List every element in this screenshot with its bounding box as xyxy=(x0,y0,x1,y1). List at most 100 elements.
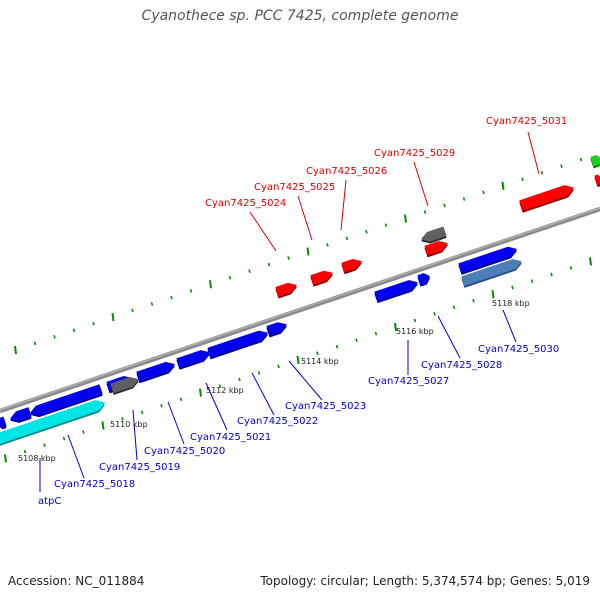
inner-tick-mark xyxy=(296,355,300,364)
gene-arrow-rna[interactable] xyxy=(0,399,105,446)
outer-tick-mark xyxy=(170,295,173,300)
inner-tick-mark xyxy=(238,377,241,382)
outer-tick-mark xyxy=(540,170,544,175)
inner-tick-mark xyxy=(472,298,475,303)
gene-arrow-reverse[interactable] xyxy=(266,322,287,338)
gene-label-5019[interactable]: Cyan7425_5019 xyxy=(99,462,180,473)
gene-arrow-forward[interactable] xyxy=(519,185,574,213)
gene-label-5022[interactable]: Cyan7425_5022 xyxy=(237,416,318,427)
outer-tick-mark xyxy=(53,334,56,339)
gene-arrow-reverse[interactable] xyxy=(176,350,210,370)
inner-tick-mark xyxy=(394,322,397,332)
gene-label-5031[interactable]: Cyan7425_5031 xyxy=(486,116,567,127)
accession-text: Accession: NC_011884 xyxy=(8,574,145,588)
outer-tick-mark xyxy=(345,236,349,241)
gene-arrow-forward[interactable] xyxy=(310,270,333,287)
gene-label-5024[interactable]: Cyan7425_5024 xyxy=(205,198,286,209)
gene-label-5021[interactable]: Cyan7425_5021 xyxy=(190,432,271,443)
gene-arrow-reverse[interactable] xyxy=(458,246,517,275)
outer-tick-mark xyxy=(521,177,524,182)
gene-label-5030[interactable]: Cyan7425_5030 xyxy=(478,344,559,355)
gene-arrow-forward-body xyxy=(275,282,297,297)
inner-tick-mark xyxy=(530,279,534,283)
gene-arrow-forward-body xyxy=(341,258,362,273)
leader-5020 xyxy=(167,401,185,445)
outer-tick-mark xyxy=(326,243,329,247)
leader-5021 xyxy=(205,382,228,431)
inner-tick-mark xyxy=(218,384,222,388)
gene-arrow-forward[interactable] xyxy=(594,174,600,188)
outer-tick-mark xyxy=(306,247,310,256)
gene-arrow-rna-body xyxy=(0,399,105,444)
gene-arrow-reverse[interactable] xyxy=(207,330,268,360)
gene-arrow-other-body xyxy=(421,226,447,242)
gene-arrow-reverse[interactable] xyxy=(417,273,430,287)
inner-tick-mark xyxy=(160,403,163,408)
gene-arrow-reverse-body xyxy=(176,350,210,368)
inner-tick-mark xyxy=(199,388,202,397)
gene-arrow-reverse[interactable] xyxy=(30,384,103,418)
gene-label-5023[interactable]: Cyan7425_5023 xyxy=(285,401,366,412)
gene-arrow-other[interactable] xyxy=(110,377,139,396)
gene-arrow-forward-body xyxy=(519,185,574,211)
inner-tick-mark xyxy=(277,364,280,369)
gene-label-atpC[interactable]: atpC xyxy=(38,496,61,507)
scale-label-5110: 5110 kbp xyxy=(110,420,148,429)
inner-tick-mark xyxy=(569,266,573,270)
gene-arrow-reverse[interactable] xyxy=(136,361,175,384)
gene-label-5020[interactable]: Cyan7425_5020 xyxy=(144,446,225,457)
gene-arrow-forward[interactable] xyxy=(275,282,297,299)
gene-features xyxy=(0,155,600,446)
outer-tick-mark xyxy=(384,223,388,228)
gene-arrow-reverse-body xyxy=(10,407,32,421)
inner-tick-mark xyxy=(452,305,456,310)
gene-arrow-reverse[interactable] xyxy=(374,280,418,304)
gene-arrow-forward[interactable] xyxy=(341,258,362,275)
outer-tick-mark xyxy=(501,181,505,190)
outer-tick-mark xyxy=(443,203,446,208)
inner-tick-mark xyxy=(4,454,7,463)
gene-label-5018[interactable]: Cyan7425_5018 xyxy=(54,479,135,490)
gene-label-5028[interactable]: Cyan7425_5028 xyxy=(421,360,502,371)
gene-arrow-other[interactable] xyxy=(461,259,522,288)
map-title: Cyanothece sp. PCC 7425, complete genome xyxy=(141,8,459,24)
gene-arrow-reverse-body xyxy=(266,322,287,336)
outer-tick-mark xyxy=(209,280,212,289)
gene-label-5025[interactable]: Cyan7425_5025 xyxy=(254,182,335,193)
gene-arrow-reverse[interactable] xyxy=(10,407,32,423)
inner-tick-mark xyxy=(335,344,339,349)
genome-backbone xyxy=(0,206,600,414)
inner-tick-mark xyxy=(82,430,85,434)
inner-tick-mark xyxy=(257,371,261,375)
gene-arrow-other[interactable] xyxy=(590,155,600,169)
gene-arrow-reverse[interactable] xyxy=(0,416,7,430)
gene-arrow-other-body xyxy=(590,155,600,167)
outer-tick-mark xyxy=(560,164,563,168)
gene-arrow-forward[interactable] xyxy=(424,240,448,258)
outer-tick-mark xyxy=(462,197,466,201)
outer-tick-mark xyxy=(111,313,115,322)
outer-tick-mark xyxy=(92,321,95,326)
outer-tick-mark xyxy=(228,275,232,280)
leader-5024 xyxy=(249,211,277,252)
leader-5023 xyxy=(288,360,323,401)
inner-tick-mark xyxy=(589,257,592,266)
gene-arrow-other[interactable] xyxy=(421,226,447,244)
outer-tick-mark xyxy=(423,210,427,214)
leader-5031 xyxy=(527,131,540,175)
gene-label-5026[interactable]: Cyan7425_5026 xyxy=(306,166,387,177)
inner-tick-mark xyxy=(374,331,378,336)
gene-arrow-forward-body xyxy=(424,240,448,256)
outer-tick-mark xyxy=(482,190,485,195)
inner-tick-mark xyxy=(491,290,495,299)
gene-label-5029[interactable]: Cyan7425_5029 xyxy=(374,148,455,159)
gene-arrow-reverse-body xyxy=(458,246,517,273)
gene-arrow-forward-body xyxy=(594,174,600,186)
inner-tick-mark xyxy=(140,410,144,415)
gene-label-5027[interactable]: Cyan7425_5027 xyxy=(368,376,449,387)
gene-arrow-reverse-body xyxy=(207,330,268,358)
gene-arrow-other-body xyxy=(461,259,522,286)
genome-stats-text: Topology: circular; Length: 5,374,574 bp… xyxy=(260,574,590,588)
outer-tick-mark xyxy=(248,269,251,274)
